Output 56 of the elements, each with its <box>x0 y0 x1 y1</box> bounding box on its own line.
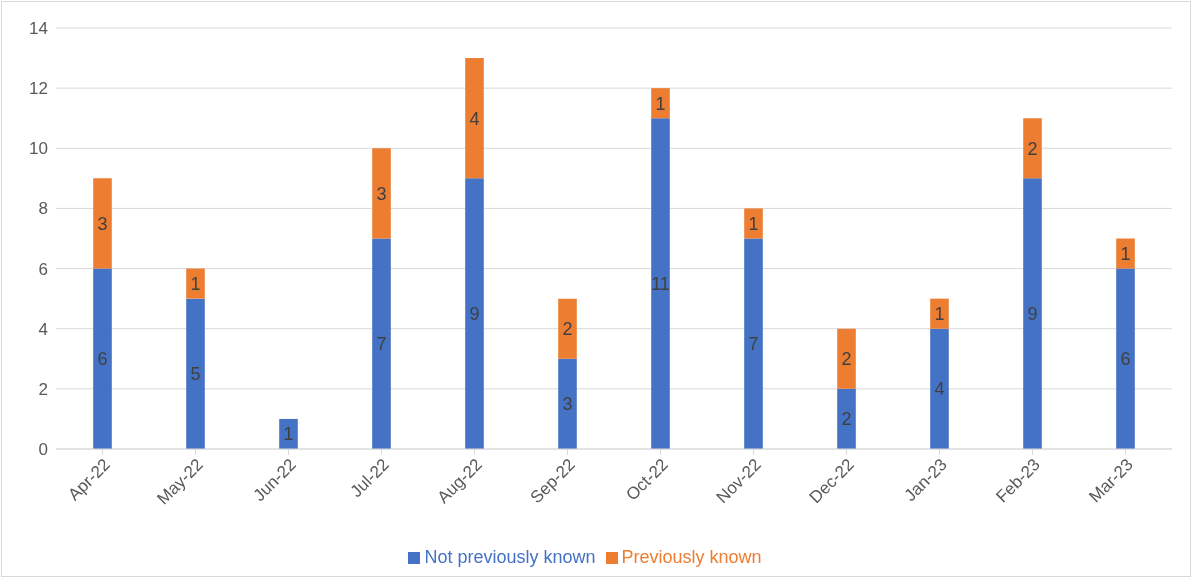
data-label: 4 <box>934 379 945 400</box>
y-tick-label: 8 <box>38 199 48 219</box>
bar <box>837 328 856 389</box>
bar <box>930 328 949 449</box>
bar <box>186 268 205 299</box>
bar <box>465 58 484 179</box>
data-label: 2 <box>562 319 573 340</box>
y-tick-label: 4 <box>38 319 48 339</box>
y-tick-label: 2 <box>38 379 48 399</box>
bar <box>1023 178 1042 449</box>
bar <box>930 298 949 329</box>
data-label: 9 <box>1027 304 1038 325</box>
data-label: 1 <box>283 424 294 445</box>
bar <box>279 418 298 449</box>
data-label: 4 <box>469 108 480 129</box>
bar <box>186 298 205 449</box>
bar <box>837 388 856 449</box>
y-tick-label: 14 <box>29 19 48 39</box>
data-label: 9 <box>469 304 480 325</box>
bar <box>744 208 763 239</box>
data-label: 7 <box>748 334 759 355</box>
data-label: 2 <box>841 349 852 370</box>
data-label: 1 <box>655 93 666 114</box>
data-label: 2 <box>1027 138 1038 159</box>
y-tick-label: 12 <box>29 79 48 99</box>
data-label: 7 <box>376 334 387 355</box>
data-label: 1 <box>1120 243 1131 264</box>
y-tick-label: 10 <box>29 139 48 159</box>
bar <box>1116 268 1135 449</box>
bar <box>558 298 577 359</box>
data-label: 6 <box>1120 349 1131 370</box>
bar <box>651 118 670 449</box>
bar <box>372 238 391 449</box>
legend-label: Previously known <box>621 547 762 567</box>
data-label: 5 <box>190 364 201 385</box>
data-label: 3 <box>376 183 387 204</box>
y-tick-label: 6 <box>38 259 48 279</box>
bar <box>93 268 112 449</box>
bar <box>93 178 112 269</box>
bar <box>372 148 391 239</box>
bar <box>558 358 577 449</box>
data-label: 3 <box>562 394 573 415</box>
bar <box>465 178 484 449</box>
data-label: 11 <box>651 274 670 294</box>
bar <box>744 238 763 449</box>
data-label: 1 <box>190 274 201 294</box>
data-label: 1 <box>748 213 759 234</box>
data-label: 2 <box>841 409 852 430</box>
data-label: 6 <box>97 349 108 370</box>
data-label: 1 <box>934 304 945 325</box>
legend-label: Not previously known <box>424 547 596 567</box>
y-tick-label: 0 <box>38 440 48 460</box>
bar <box>651 88 670 119</box>
bar <box>1023 118 1042 179</box>
data-label: 3 <box>97 213 108 234</box>
bar <box>1116 238 1135 269</box>
